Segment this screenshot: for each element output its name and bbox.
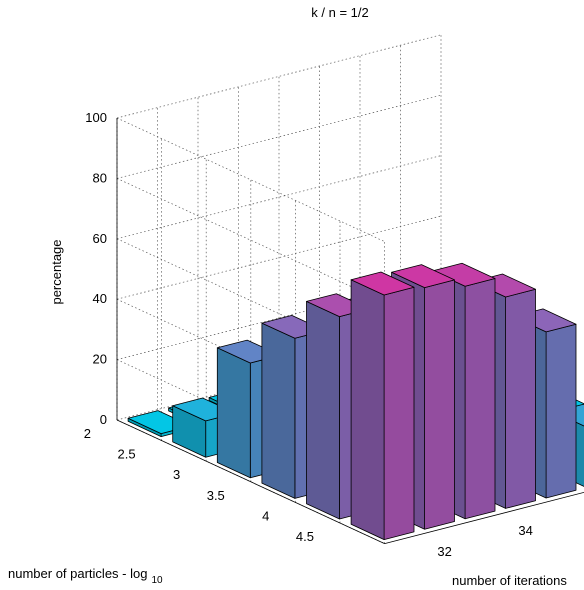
- z-tick-label: 80: [93, 170, 107, 185]
- bar: [350, 271, 415, 540]
- axes-walls: [116, 34, 584, 544]
- x-tick-label: 4: [262, 508, 269, 523]
- z-axis-label: percentage: [49, 239, 64, 304]
- x-axis-label-sub: 10: [151, 575, 163, 586]
- z-tick-label: 100: [85, 110, 107, 125]
- x-axis-label: number of particles - log 10: [8, 566, 163, 586]
- x-tick-label: 3.5: [207, 488, 225, 503]
- bar-face-front: [383, 286, 415, 540]
- y-axis-label: number of iterations: [452, 573, 567, 588]
- gridline-z-left: [116, 117, 385, 242]
- bar-face-left: [350, 279, 385, 540]
- y-tick-label: 32: [437, 544, 451, 559]
- z-tick-label: 40: [93, 291, 107, 306]
- x-axis-label-main: number of particles - log: [8, 566, 147, 581]
- chart-title: k / n = 1/2: [311, 5, 368, 20]
- z-tick-label: 60: [93, 231, 107, 246]
- x-tick-label: 4.5: [296, 529, 314, 544]
- bar-face-top: [391, 264, 455, 289]
- gridline-z-left: [116, 178, 385, 303]
- bar-face-top: [350, 271, 415, 296]
- bar-face-left: [306, 300, 340, 520]
- z-tick-label: 20: [93, 352, 107, 367]
- bar-face-front: [424, 279, 455, 530]
- bar-face-front: [545, 323, 577, 499]
- x-tick-label: 2.5: [118, 447, 136, 462]
- x-tick-label: 3: [173, 467, 180, 482]
- y-tick-label: 34: [518, 523, 532, 538]
- bar-face-front: [505, 288, 536, 509]
- bar-face-front: [464, 278, 496, 520]
- axis-x: [116, 419, 385, 544]
- axis-y: [384, 491, 584, 544]
- x-tick-label: 2: [84, 426, 91, 441]
- z-tick-label: 0: [100, 412, 107, 427]
- bar-face-left: [216, 347, 251, 479]
- bar-face-left: [261, 322, 296, 499]
- bars: [127, 262, 584, 540]
